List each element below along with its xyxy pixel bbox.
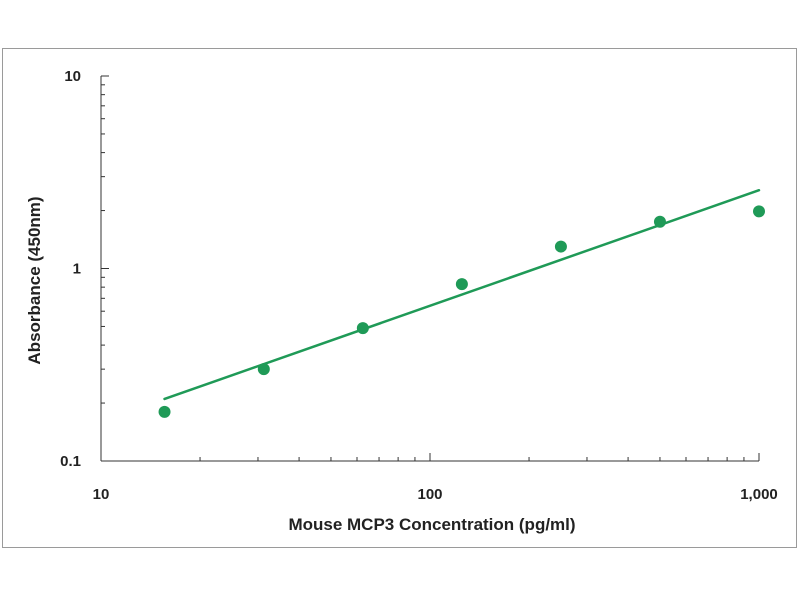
data-point [455,278,468,291]
y-axis-title: Absorbance (450nm) [25,196,44,364]
chart-frame: 0.1 1 10 10 100 1,000 Mouse MCP3 Concentratio… [2,48,797,548]
x-axis-title: Mouse MCP3 Concentration (pg/ml) [288,515,575,534]
y-tick-label: 0.1 [60,453,81,470]
data-point [753,205,765,218]
standard-curve-chart: 0.1 1 10 10 100 1,000 Mouse MCP3 Concentratio… [25,68,778,534]
x-tick-label: 100 [417,486,442,503]
axis-ticks [100,75,760,462]
tick-labels: 0.1 1 10 10 100 1,000 [60,68,778,503]
x-tick-label: 1,000 [740,486,778,503]
y-tick-label: 10 [64,68,81,85]
y-tick-label: 1 [73,261,81,278]
axes [100,76,759,462]
x-tick-label: 10 [93,486,110,503]
data-point [356,322,369,335]
data-point [554,240,567,253]
data-point [158,405,171,418]
fit-line [163,188,761,401]
data-point [257,363,270,376]
data-point [653,215,666,228]
plot-area [158,188,765,418]
